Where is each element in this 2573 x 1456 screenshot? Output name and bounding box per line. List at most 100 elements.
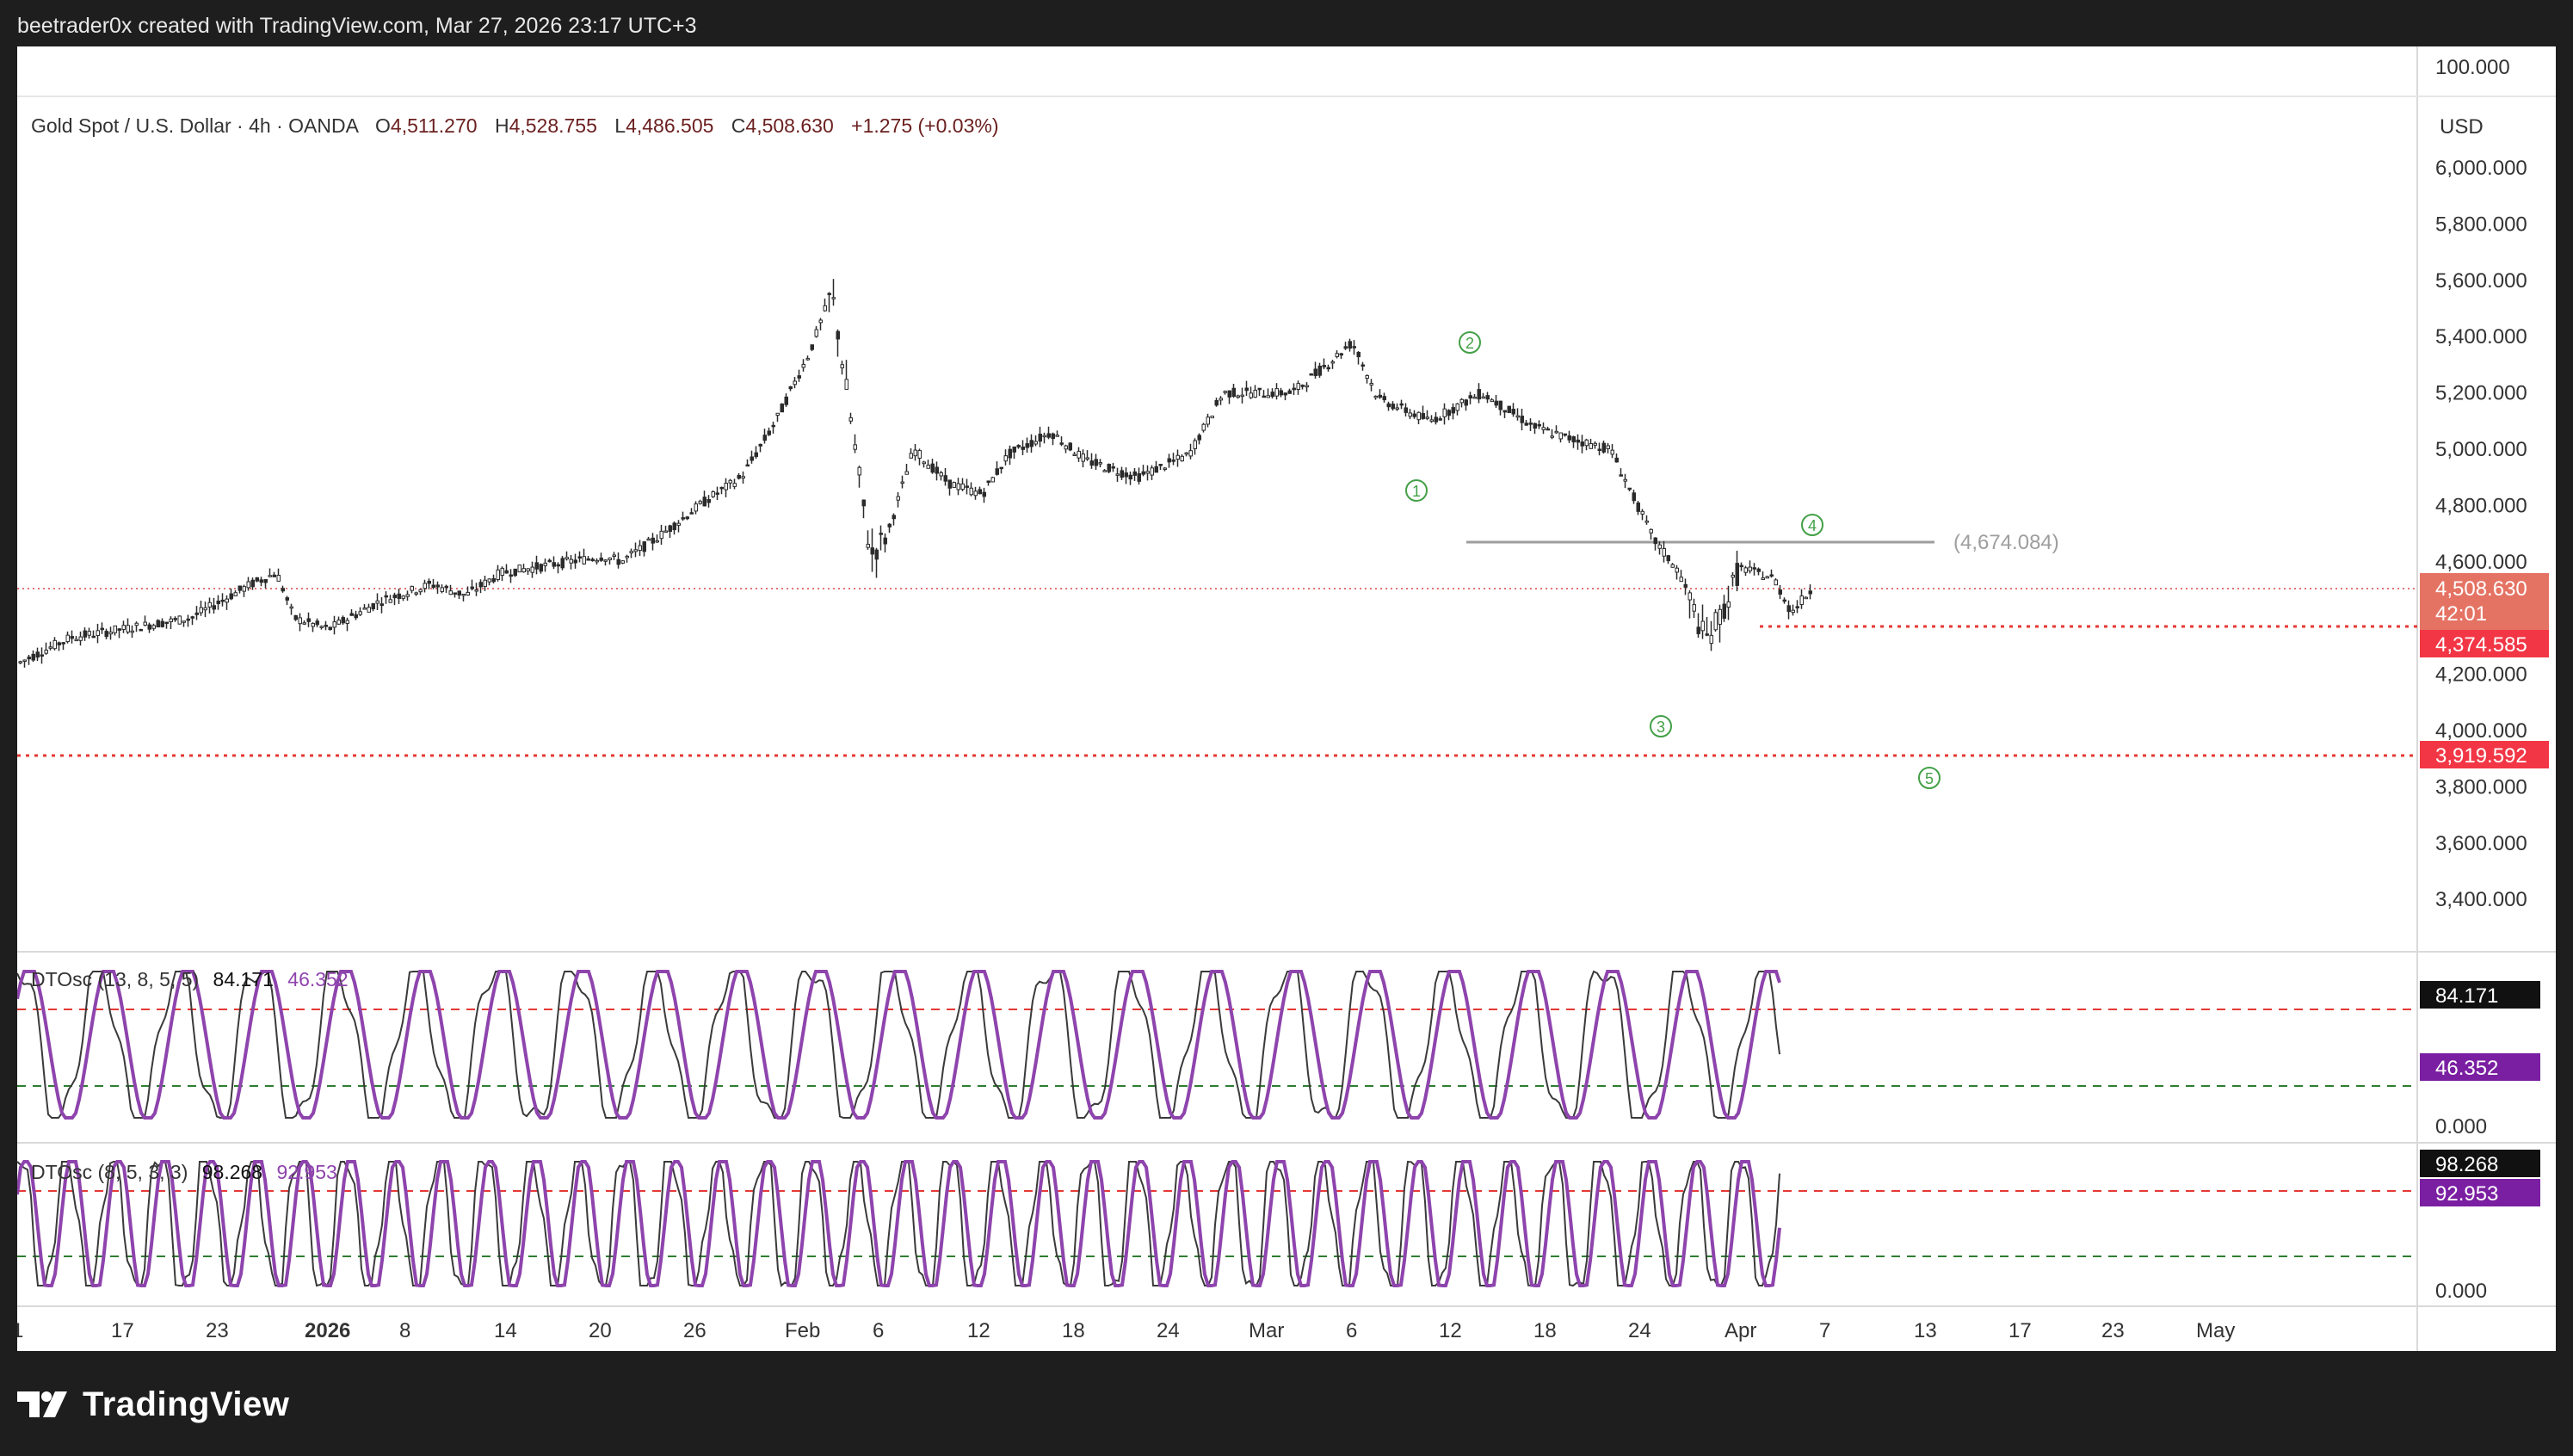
symbol-name: Gold Spot / U.S. Dollar · 4h · OANDA: [31, 114, 360, 137]
candle-body: [1502, 410, 1507, 413]
time-axis-label: Mar: [1249, 1319, 1284, 1342]
price-tick-label: 4,800.000: [2435, 494, 2527, 517]
candle-body: [1184, 452, 1188, 455]
candle-body: [952, 482, 956, 488]
currency-label[interactable]: USD: [2440, 115, 2484, 139]
candle-body: [689, 512, 694, 515]
candle-body: [1494, 400, 1498, 406]
candle-body: [904, 471, 909, 475]
candle-body: [371, 603, 375, 610]
candle-body: [444, 585, 448, 589]
candle-body: [1761, 577, 1765, 580]
candle-body: [1055, 435, 1059, 437]
candle-body: [156, 620, 160, 628]
wave-label-circle[interactable]: [1918, 767, 1941, 789]
candle-body: [947, 479, 952, 489]
chart-area[interactable]: Gold Spot / U.S. Dollar · 4h · OANDA O 4,…: [12, 46, 2556, 1351]
candle-body: [922, 461, 926, 465]
open-label: O: [375, 114, 391, 137]
change-value: +1.275 (+0.03%): [851, 114, 998, 137]
candle-body: [1782, 599, 1786, 602]
candle-body: [100, 627, 104, 631]
candle-body: [401, 595, 405, 599]
candle-body: [590, 558, 595, 561]
wave-label-circle[interactable]: [1405, 479, 1428, 502]
candle-body: [1150, 467, 1154, 476]
candle-body: [943, 475, 947, 482]
candle-body: [844, 379, 848, 390]
candle-body: [397, 593, 401, 599]
candle-body: [1214, 399, 1219, 406]
price-tick-label: 3,600.000: [2435, 832, 2527, 855]
candle-body: [732, 483, 737, 487]
candle-body: [255, 577, 259, 582]
candle-body: [1718, 608, 1722, 625]
candle-body: [1365, 375, 1369, 379]
candle-body: [1343, 346, 1348, 349]
candle-body: [706, 498, 711, 503]
candle-body: [767, 430, 771, 435]
candle-body: [250, 579, 255, 588]
candle-body: [233, 592, 238, 596]
candle-body: [565, 557, 569, 560]
candle-body: [1636, 503, 1640, 512]
candle-body: [1743, 567, 1748, 573]
candle-body: [1283, 392, 1287, 396]
chart-canvas[interactable]: Gold Spot / U.S. Dollar · 4h · OANDA O 4,…: [12, 46, 2556, 1351]
candle-body: [1064, 445, 1068, 450]
candle-body: [1008, 448, 1012, 459]
candle-body: [276, 574, 281, 582]
candle-body: [762, 435, 767, 441]
wave-label-circle[interactable]: [1801, 514, 1823, 536]
candle-body: [1468, 395, 1472, 399]
candle-body: [805, 358, 810, 361]
candle-body: [836, 330, 840, 340]
candle-body: [1292, 387, 1296, 391]
candle-body: [530, 566, 534, 573]
wave-label-circle[interactable]: [1459, 331, 1481, 354]
attribution-text: beetrader0x created with TradingView.com…: [17, 14, 697, 38]
candle-body: [1726, 601, 1731, 608]
candle-body: [625, 555, 629, 558]
candle-body: [52, 639, 57, 650]
candle-body: [1322, 365, 1326, 367]
candle-body: [1025, 443, 1029, 448]
candle-body: [87, 631, 91, 636]
candle-body: [681, 517, 685, 520]
osc2-value-slow: 92.953: [277, 1161, 337, 1183]
candle-body: [754, 452, 758, 458]
candle-body: [1524, 423, 1528, 426]
tradingview-logo[interactable]: TradingView: [17, 1384, 289, 1425]
candle-body: [281, 588, 285, 592]
candle-body: [633, 549, 638, 552]
candle-body: [1692, 604, 1696, 612]
wave-label-number: 4: [1808, 517, 1817, 534]
candle-body: [207, 602, 212, 608]
candle-body: [1533, 423, 1537, 429]
time-axis-labels: 1 17 23 2026 8 14 20 26 Feb 6 12 18 24 Mar 6 12 18 24 Apr 7…: [12, 1319, 2235, 1342]
osc1-badge-slow-value: 46.352: [2435, 1057, 2498, 1080]
candle-body: [1662, 547, 1666, 557]
candle-body: [1623, 478, 1627, 482]
candle-body: [969, 487, 973, 496]
candle-body: [18, 661, 22, 663]
red-level-value-2: 3,919.592: [2435, 744, 2527, 768]
candle-body: [775, 412, 780, 416]
candle-body: [1270, 392, 1274, 398]
candle-body: [676, 522, 681, 526]
candle-body: [319, 626, 324, 628]
candle-body: [900, 481, 904, 484]
candle-body: [414, 592, 418, 595]
wave-label-circle[interactable]: [1650, 715, 1672, 737]
candle-body: [242, 586, 246, 592]
candle-body: [1769, 574, 1774, 577]
candle-body: [1748, 566, 1752, 571]
candle-body: [1705, 633, 1709, 636]
candle-body: [410, 585, 414, 591]
candle-body: [685, 516, 689, 520]
candle-body: [1296, 383, 1300, 390]
candle-body: [246, 581, 250, 589]
candle-body: [1485, 395, 1490, 400]
candle-body: [466, 591, 470, 596]
candle-body: [1231, 387, 1236, 398]
